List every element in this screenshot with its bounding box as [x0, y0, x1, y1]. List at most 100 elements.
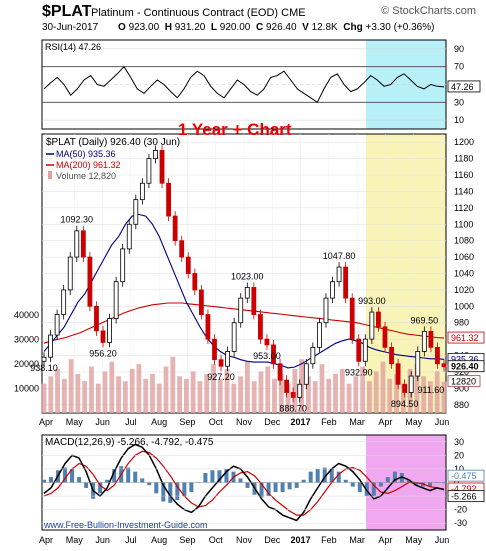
macd-hist-bar	[98, 482, 103, 494]
candle-body	[205, 314, 211, 340]
volume-bar	[380, 361, 386, 413]
candle-body	[415, 351, 421, 377]
volume-bar	[136, 364, 142, 413]
volume-tick-label: 30000	[14, 335, 39, 345]
price-tick-label: 1160	[454, 170, 473, 180]
candle-body	[395, 363, 401, 385]
rsi-legend: RSI(14) 47.26	[45, 42, 101, 52]
price-annotation: 969.50	[411, 315, 439, 325]
price-annotation: 894.50	[391, 399, 419, 409]
candle-body	[212, 338, 217, 361]
macd-hist-bar	[392, 471, 397, 483]
volume-bar	[272, 378, 277, 413]
candle-body	[336, 266, 342, 283]
price-annotation: 993.00	[358, 296, 386, 306]
price-annotation: 888.70	[279, 404, 307, 414]
macd-hist-bar	[266, 482, 271, 497]
volume-bar	[319, 364, 325, 413]
close-label: C	[255, 22, 264, 33]
price-x-label: Feb	[321, 417, 337, 427]
legend-volume-swatch	[48, 171, 52, 179]
volume-bar	[394, 373, 399, 413]
volume-bar	[285, 383, 291, 413]
candle-body	[61, 289, 67, 315]
volume-bar	[441, 381, 447, 413]
macd-hist-bar	[182, 482, 187, 497]
open-label: O	[118, 22, 126, 33]
macd-x-label: May	[405, 535, 423, 545]
price-x-label: Apr	[39, 417, 53, 427]
macd-x-axis: Apr May Jun Jul Aug Sep Oct Nov Dec 2017 Feb Mar Apr…	[39, 535, 449, 545]
macd-hist-bar	[161, 482, 166, 502]
macd-x-label: Apr	[39, 535, 53, 545]
candle-body	[225, 351, 231, 367]
candle-body	[120, 248, 126, 283]
price-tick-label: 1200	[454, 137, 474, 147]
candle-body	[310, 346, 316, 365]
price-tick-label: 1020	[454, 285, 474, 295]
macd-hist-bar	[287, 482, 292, 490]
ma50-line	[43, 213, 445, 369]
candle-body	[277, 363, 283, 381]
price-tick-label: 1100	[454, 219, 473, 229]
candle-body	[369, 311, 375, 340]
macd-line	[43, 443, 445, 522]
site-watermark[interactable]: www.Free-Bullion-Investment-Guide.com	[43, 520, 208, 530]
volume-bar	[428, 381, 433, 413]
price-value-label: 961.32	[451, 333, 479, 343]
price-value-box	[447, 360, 485, 373]
price-x-label: Jul	[125, 417, 137, 427]
macd-tick-label: 10	[454, 464, 464, 474]
macd-hist-bar	[259, 482, 264, 498]
brand-logo[interactable]: © StockCharts.com	[381, 5, 476, 17]
candle-body	[408, 375, 414, 393]
change-value: +3.30 (+0.36%)	[365, 22, 435, 33]
volume-bar	[55, 369, 60, 413]
quote-date: 30-Jun-2017	[42, 22, 99, 33]
macd-value-badges: -0.475 -4.792-5.266	[447, 469, 485, 503]
price-x-label: Apr	[378, 417, 392, 427]
candle-body	[435, 346, 440, 365]
price-candles	[41, 145, 447, 403]
volume-bar	[102, 371, 108, 413]
volume-bar	[238, 376, 244, 413]
price-annotation: 938.10	[30, 363, 58, 373]
macd-hist-bar	[308, 471, 313, 483]
volume-bar	[150, 373, 155, 413]
macd-hist-bar	[315, 468, 320, 483]
macd-value-box	[447, 469, 485, 482]
volume-bar	[197, 381, 203, 413]
price-value-label: 935.36	[451, 354, 479, 364]
volume-bar	[414, 364, 420, 413]
price-annotations: 938.10 1092.30 956.20 1023.00 927.20 953.00 88…	[30, 215, 444, 414]
volume-bar	[190, 371, 196, 413]
volume-bar	[367, 381, 372, 413]
macd-value-box	[447, 490, 485, 503]
price-tick-label: 1000	[454, 301, 474, 311]
candle-body	[356, 338, 362, 362]
candle-body	[271, 344, 276, 365]
volume-bar	[129, 369, 135, 413]
candle-body	[323, 297, 329, 324]
macd-hist-bar	[245, 482, 250, 488]
volume-bar	[109, 361, 115, 413]
volume-bar	[82, 381, 88, 413]
volume-bar	[258, 371, 264, 413]
volume-label: V	[302, 22, 309, 33]
candle-body	[343, 266, 349, 299]
candle-body	[231, 322, 237, 352]
legend-ma50: MA(50) 935.36	[56, 149, 116, 159]
macd-hist-bar	[42, 479, 46, 483]
volume-axis: 40000 30000 20000 10000	[14, 310, 39, 393]
candle-body	[67, 256, 73, 291]
macd-hist-bar	[329, 468, 334, 483]
macd-hist-bar	[84, 482, 89, 488]
candle-body	[113, 281, 119, 320]
price-tick-label: 1040	[454, 269, 474, 279]
macd-hist-bar	[154, 482, 159, 494]
macd-hist-bar	[336, 471, 341, 483]
macd-hist-bar	[406, 479, 411, 483]
macd-hist-bar	[63, 467, 68, 483]
